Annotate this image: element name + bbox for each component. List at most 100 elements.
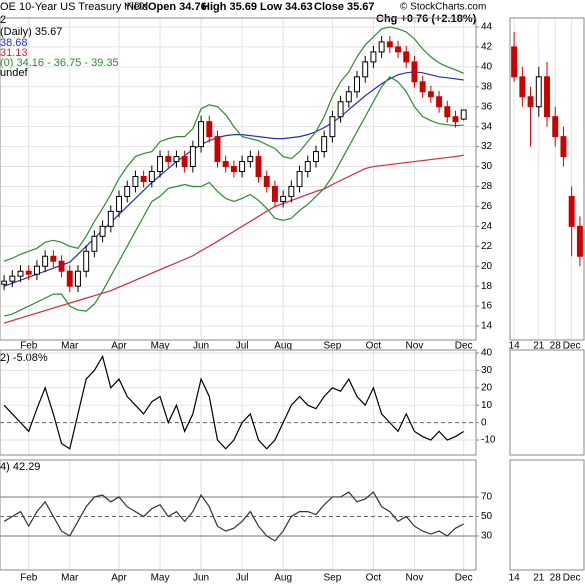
candle-body [576, 225, 583, 257]
y-tick-label: -10 [481, 435, 496, 446]
x-tick-label: Aug [274, 341, 292, 352]
candle-body [255, 156, 262, 178]
candle-body [378, 41, 385, 53]
y-tick-label: 26 [481, 201, 493, 212]
y-tick-label: 14 [481, 321, 493, 332]
candle-body [304, 161, 311, 173]
candle-body [511, 46, 518, 78]
right-roc-frame [509, 349, 585, 456]
y-tick-label: 44 [481, 22, 493, 33]
candle-body [419, 81, 426, 93]
panel-frame [0, 17, 477, 341]
indicator-line [3, 354, 465, 450]
candle-body [124, 185, 131, 197]
candle-body [527, 96, 534, 108]
legend-bollinger: (0) 34.16 - 36.75 - 39.35 [0, 57, 119, 69]
candle-body [535, 76, 542, 108]
quote-high: High 35.69 [202, 1, 257, 13]
x-tick-label: 21 [533, 341, 545, 352]
candle-body [354, 76, 360, 93]
y-tick-label: 30 [481, 531, 493, 542]
candle-body [411, 61, 418, 83]
candle-body [427, 91, 434, 98]
x-tick-label: 14 [509, 573, 521, 584]
date: 2 [0, 14, 6, 26]
quote-change: Chg +0.76 (+2.18%) [376, 13, 477, 25]
y-tick-label: 20 [481, 382, 493, 393]
candle-body [173, 156, 180, 163]
candle-body [66, 270, 73, 287]
x-tick-label: Jul [236, 341, 249, 352]
legend-ma50: 38.68 [0, 37, 28, 49]
panel-frame [0, 459, 477, 571]
candle-body [386, 41, 393, 48]
x-tick-label: Mar [61, 341, 79, 352]
candle-body [58, 260, 65, 272]
candle-body [181, 156, 188, 168]
y-tick-label: 32 [481, 141, 493, 152]
x-tick-label: Sep [323, 573, 341, 584]
y-tick-label: 30 [481, 365, 493, 376]
x-tick-label: 14 [509, 341, 521, 352]
x-tick-label: Oct [366, 573, 382, 584]
candle-body [157, 156, 163, 173]
x-tick-label: Feb [20, 573, 38, 584]
y-tick-label: 16 [481, 301, 493, 312]
candle-body [165, 156, 172, 163]
indicator-line [3, 491, 464, 542]
candle-body [552, 116, 559, 138]
x-tick-label: Dec [455, 341, 473, 352]
candle-body [230, 166, 237, 173]
x-tick-label: Feb [20, 341, 38, 352]
candle-body [460, 109, 467, 120]
candle-body [116, 195, 122, 212]
y-tick-label: 50 [481, 511, 493, 522]
x-tick-label: Jun [193, 341, 209, 352]
candle-body [222, 161, 229, 168]
candle-body [132, 176, 139, 187]
candle-body [296, 171, 303, 187]
legend-ma200: 31.13 [0, 47, 28, 59]
x-tick-label: May [151, 573, 170, 584]
candle-body [370, 51, 377, 63]
y-tick-label: 42 [481, 42, 493, 53]
y-tick-label: 10 [481, 400, 493, 411]
chart-title: OE 10-Year US Treasury Yield [0, 1, 148, 13]
candle-body [288, 185, 295, 197]
candle-body [345, 91, 352, 103]
candle-body [107, 210, 114, 227]
candle-body [214, 136, 221, 163]
candle-body [247, 156, 254, 163]
candle-body [83, 250, 90, 272]
y-tick-label: 40 [481, 348, 493, 359]
candle-body [313, 151, 319, 163]
overlay-line [3, 154, 464, 324]
x-tick-label: Nov [406, 341, 424, 352]
candle-body [25, 270, 32, 275]
panel-frame [0, 349, 477, 456]
y-tick-label: 36 [481, 101, 493, 112]
candle-body [140, 176, 147, 182]
candle-body [206, 121, 213, 138]
candle-body [337, 101, 344, 118]
candle-body [148, 171, 155, 182]
rsi-label: 4) 42.29 [0, 461, 40, 473]
candle-body [444, 106, 451, 118]
y-tick-label: 22 [481, 241, 493, 252]
y-tick-label: 40 [481, 61, 493, 72]
y-tick-label: 0 [481, 417, 487, 428]
x-tick-label: Apr [111, 573, 127, 584]
legend-price: (Daily) 35.67 [0, 26, 62, 38]
x-tick-label: Dec [455, 573, 473, 584]
overlay-line [3, 26, 464, 262]
x-tick-label: Nov [406, 573, 424, 584]
candle-body [75, 270, 81, 287]
right-rsi-frame [509, 459, 585, 571]
candle-body [280, 195, 287, 202]
candle-body [452, 116, 459, 123]
x-tick-label: Sep [323, 341, 341, 352]
candle-body [321, 136, 328, 153]
candle-body [1, 280, 8, 285]
